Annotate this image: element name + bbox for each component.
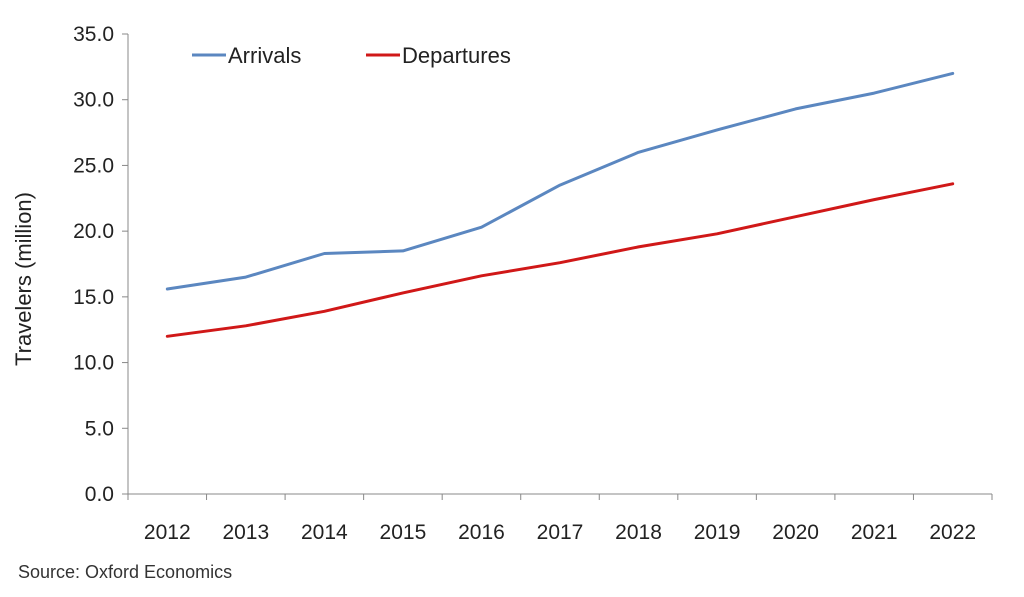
y-tick-label: 0.0	[85, 483, 114, 506]
x-tick-label: 2021	[851, 521, 898, 544]
y-tick-label: 20.0	[73, 220, 114, 243]
y-tick-label: 15.0	[73, 286, 114, 309]
y-tick-label: 35.0	[73, 23, 114, 46]
legend-label-arrivals: Arrivals	[228, 43, 301, 68]
x-tick-label: 2022	[929, 521, 976, 544]
series-line-arrivals	[165, 71, 955, 291]
series-line-departures	[165, 182, 955, 338]
y-tick-label: 30.0	[73, 89, 114, 112]
axes	[127, 34, 992, 495]
x-tick-label: 2020	[772, 521, 819, 544]
y-tick-label: 5.0	[85, 417, 114, 440]
legend-label-departures: Departures	[402, 43, 511, 68]
y-tick-label: 25.0	[73, 154, 114, 177]
x-tick-label: 2014	[301, 521, 348, 544]
x-tick-label: 2013	[222, 521, 269, 544]
x-axis-ticks: 2012 2013 2014 2015 2016 2017 2018 2019 2020 2021…	[127, 494, 993, 544]
legend: Arrivals Departures	[192, 43, 511, 68]
x-tick-label: 2017	[537, 521, 584, 544]
x-tick-label: 2019	[694, 521, 741, 544]
y-axis-title: Travelers (million)	[11, 192, 36, 366]
x-tick-label: 2018	[615, 521, 662, 544]
x-tick-label: 2012	[144, 521, 191, 544]
y-axis-ticks: 0.0 5.0 10.0 15.0 20.0 25.0 30.0 35.0	[73, 23, 128, 506]
source-note: Source: Oxford Economics	[18, 562, 233, 582]
x-tick-label: 2015	[380, 521, 427, 544]
y-tick-label: 10.0	[73, 352, 114, 375]
series-lines	[165, 71, 955, 338]
x-tick-label: 2016	[458, 521, 505, 544]
